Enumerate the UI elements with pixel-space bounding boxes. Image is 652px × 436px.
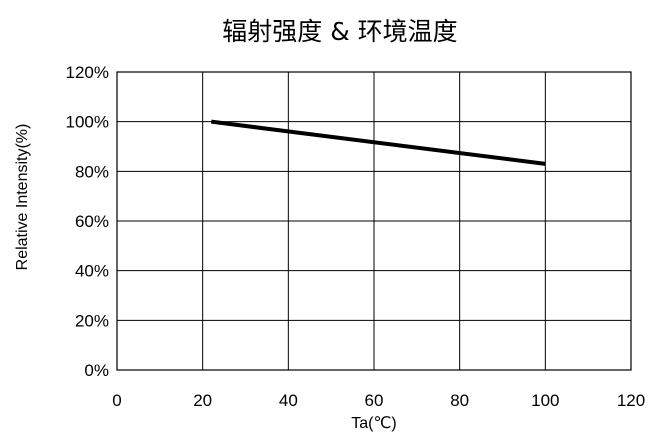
x-axis-title: Ta(℃) — [351, 415, 397, 432]
x-axis-ticks: 0 20 40 60 80 100 120 — [112, 391, 645, 410]
y-axis-ticks: 0% 20% 40% 60% 80% 100% 120% — [66, 63, 109, 380]
y-tick-label: 120% — [66, 63, 109, 82]
series-line — [210, 119, 546, 166]
x-tick-label: 40 — [279, 391, 298, 410]
y-tick-label: 60% — [75, 212, 109, 231]
y-axis-title: Relative Intensity(%) — [14, 124, 31, 271]
x-tick-label: 80 — [450, 391, 469, 410]
x-tick-label: 120 — [617, 391, 645, 410]
x-tick-label: 100 — [531, 391, 559, 410]
y-tick-label: 0% — [84, 361, 109, 380]
y-tick-label: 40% — [75, 262, 109, 281]
grid — [117, 72, 631, 370]
x-tick-label: 20 — [193, 391, 212, 410]
y-tick-label: 80% — [75, 162, 109, 181]
x-tick-label: 0 — [112, 391, 121, 410]
y-tick-label: 100% — [66, 113, 109, 132]
y-tick-label: 20% — [75, 311, 109, 330]
chart-title: 辐射强度 & 环境温度 — [222, 17, 457, 46]
x-tick-label: 60 — [365, 391, 384, 410]
series-layer — [210, 119, 546, 166]
plot-area — [116, 71, 632, 371]
